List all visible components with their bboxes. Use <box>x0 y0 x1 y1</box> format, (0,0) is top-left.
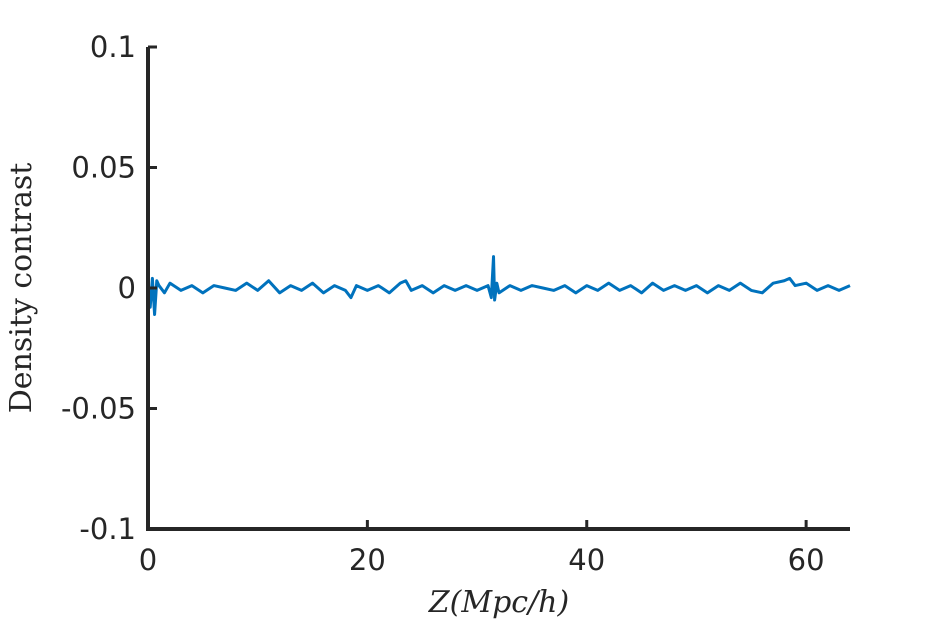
plot-area <box>146 255 851 317</box>
y-tick-label: 0 <box>118 271 136 305</box>
series-line <box>146 255 851 317</box>
x-axis-ticks: 0 20 40 60 <box>139 520 825 577</box>
y-tick-label: 0.1 <box>90 30 136 64</box>
x-tick-label: 60 <box>788 543 825 577</box>
y-tick-label: -0.1 <box>79 512 136 546</box>
x-tick-label: 0 <box>139 543 157 577</box>
y-tick-label: -0.05 <box>61 392 136 426</box>
y-axis-title: Density contrast <box>4 163 39 414</box>
x-tick-label: 20 <box>349 543 386 577</box>
x-axis-title: Z(Mpc/h) <box>428 585 569 620</box>
x-tick-label: 40 <box>568 543 605 577</box>
y-tick-label: 0.05 <box>71 151 136 185</box>
y-axis-ticks: -0.1 -0.05 0 0.05 0.1 <box>61 30 157 546</box>
